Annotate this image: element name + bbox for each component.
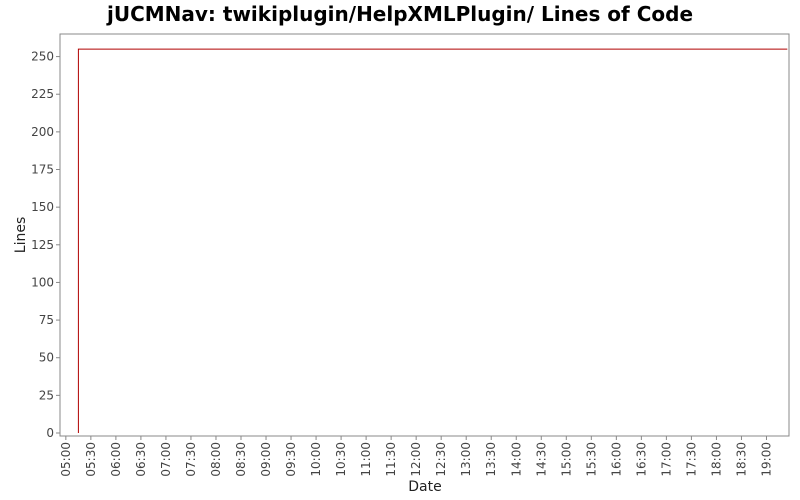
x-tick-label: 08:30 [234, 442, 248, 477]
x-tick-label: 16:30 [634, 442, 648, 477]
chart-title: jUCMNav: twikiplugin/HelpXMLPlugin/ Line… [106, 2, 694, 26]
y-axis: 0 25 50 75 100 125 150 175 200 225 250 [31, 50, 60, 440]
y-tick-label: 150 [31, 200, 54, 214]
x-tick-label: 08:00 [209, 442, 223, 477]
x-tick-label: 06:30 [134, 442, 148, 477]
x-tick-label: 14:30 [534, 442, 548, 477]
x-tick-label: 15:00 [559, 442, 573, 477]
series-line [77, 48, 788, 433]
x-tick-label: 18:00 [709, 442, 723, 477]
y-tick-label: 75 [39, 313, 54, 327]
x-tick-label: 13:00 [459, 442, 473, 477]
x-tick-label: 07:30 [184, 442, 198, 477]
x-tick-label: 14:00 [509, 442, 523, 477]
x-tick-label: 11:30 [384, 442, 398, 477]
x-tick-label: 16:00 [609, 442, 623, 477]
x-tick-label: 18:30 [734, 442, 748, 477]
x-tick-label: 15:30 [584, 442, 598, 477]
x-axis-label: Date [408, 479, 441, 495]
x-tick-label: 09:00 [259, 442, 273, 477]
y-tick-label: 0 [46, 426, 54, 440]
x-tick-label: 05:30 [84, 442, 98, 477]
plot-area [59, 33, 790, 437]
x-tick-label: 12:30 [434, 442, 448, 477]
x-tick-label: 17:30 [684, 442, 698, 477]
y-tick-label: 175 [31, 163, 54, 177]
x-tick-label: 09:30 [284, 442, 298, 477]
y-tick-label: 100 [31, 275, 54, 289]
x-tick-label: 11:00 [359, 442, 373, 477]
series-layer [77, 48, 788, 433]
y-tick-label: 200 [31, 125, 54, 139]
y-tick-label: 225 [31, 87, 54, 101]
y-tick-label: 50 [39, 351, 54, 365]
y-tick-label: 125 [31, 238, 54, 252]
x-tick-label: 19:00 [759, 442, 773, 477]
x-tick-label: 10:00 [309, 442, 323, 477]
x-axis: 05:00 05:30 06:00 06:30 07:00 07:30 08:00 08:30… [59, 436, 773, 477]
x-tick-label: 17:00 [659, 442, 673, 477]
x-tick-label: 06:00 [109, 442, 123, 477]
x-tick-label: 10:30 [334, 442, 348, 477]
x-tick-label: 05:00 [59, 442, 73, 477]
y-axis-label: Lines [13, 217, 29, 253]
x-tick-label: 07:00 [159, 442, 173, 477]
y-tick-label: 25 [39, 388, 54, 402]
x-tick-label: 13:30 [484, 442, 498, 477]
x-tick-label: 12:00 [409, 442, 423, 477]
y-tick-label: 250 [31, 50, 54, 64]
